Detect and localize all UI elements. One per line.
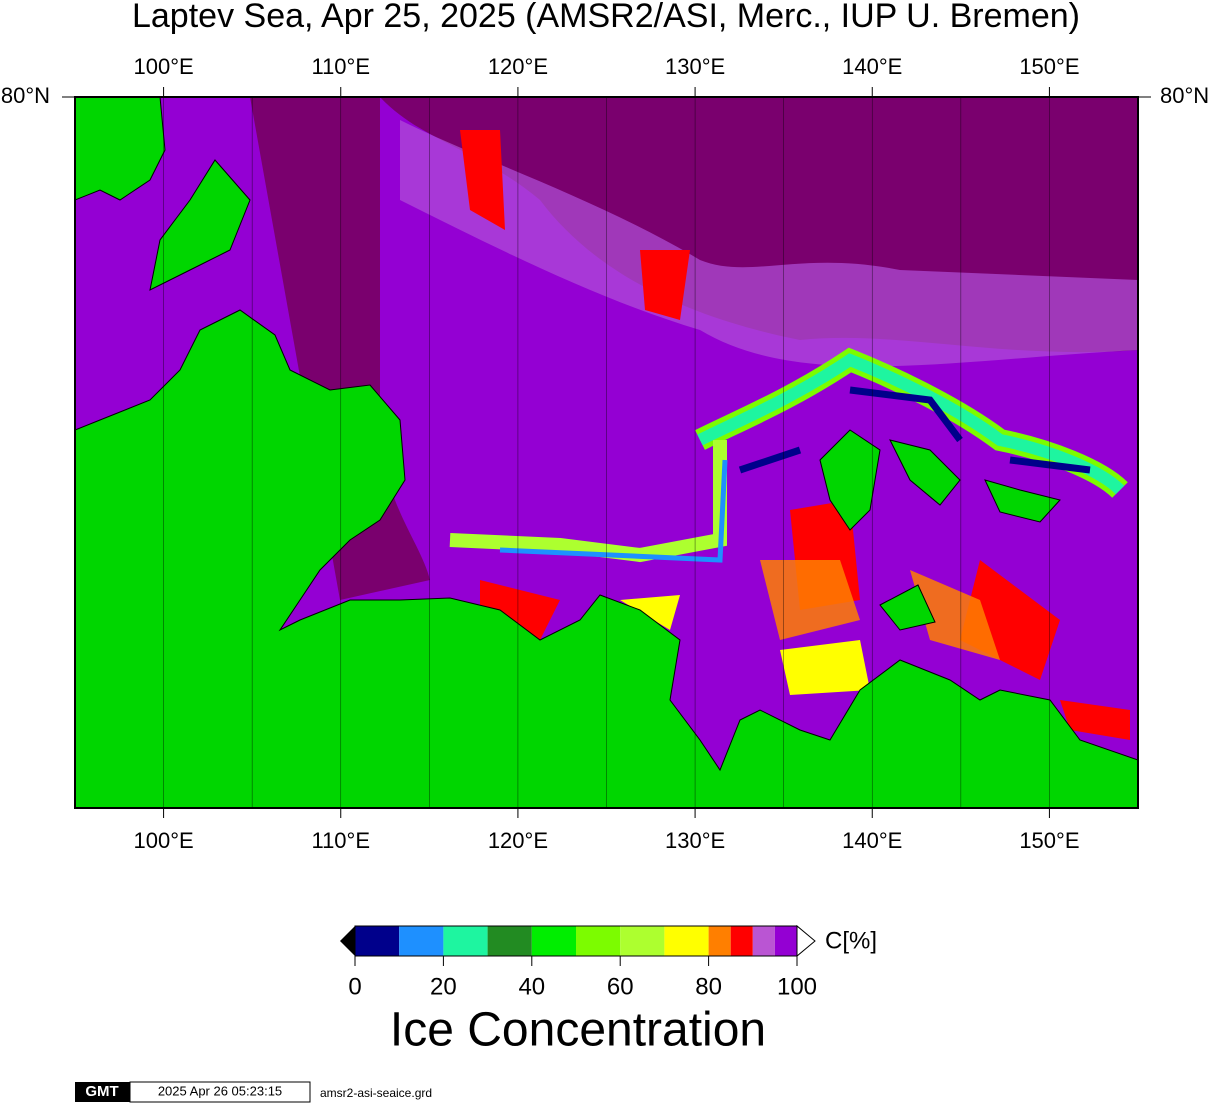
timestamp-box (129, 1081, 311, 1103)
colorbar-segment (531, 926, 576, 956)
colorbar-segment (399, 926, 444, 956)
ice-front (499, 459, 728, 563)
lat-label: 80°N (1160, 83, 1209, 108)
colorbar-tick-label: 60 (607, 973, 634, 1000)
colorbar-segment (576, 926, 621, 956)
colorbar-segment (774, 926, 797, 956)
colorbar-segment (443, 926, 488, 956)
map-frame (74, 96, 1139, 809)
colorbar-title: Ice Concentration (390, 1004, 766, 1057)
land (984, 479, 1061, 523)
colorbar-tick-label: 100 (777, 973, 817, 1000)
colorbar-tick-label: 80 (695, 973, 722, 1000)
colorbar-tick-label: 40 (518, 973, 545, 1000)
map (75, 97, 1138, 808)
graticule (163, 97, 1050, 808)
ice-patch (760, 560, 1000, 660)
x-tick-label: 110°E (311, 54, 370, 79)
x-tick-label: 130°E (665, 54, 725, 79)
colorbar-segment (355, 926, 400, 956)
x-tick-label: 100°E (133, 54, 193, 79)
timestamp: 2025 Apr 26 05:23:15 (158, 1083, 282, 1098)
colorbar-segment (664, 926, 709, 956)
ice-patch (620, 595, 870, 695)
ice-front (738, 386, 1091, 474)
colorbar-tick-label: 0 (348, 973, 361, 1000)
x-tick-label: 140°E (842, 54, 902, 79)
colorbar-segment (708, 926, 731, 956)
x-tick-label: 140°E (842, 828, 902, 853)
file-name: amsr2-asi-seaice.grd (320, 1086, 432, 1100)
land (889, 439, 961, 506)
lat-label: 80°N (1, 83, 50, 108)
x-tick-label: 110°E (311, 828, 370, 853)
x-tick-label: 120°E (488, 54, 548, 79)
colorbar-segment (752, 926, 775, 956)
land (879, 584, 936, 631)
x-tick-label: 100°E (133, 828, 193, 853)
land (819, 429, 881, 531)
x-tick-label: 130°E (665, 828, 725, 853)
colorbar-tick-label: 20 (430, 973, 457, 1000)
colorbar-segment (620, 926, 665, 956)
colorbar (355, 926, 797, 956)
colorbar-under (340, 926, 355, 956)
logo: GMT (85, 1083, 118, 1100)
ice-texture (400, 120, 1138, 367)
x-tick-label: 150°E (1019, 54, 1079, 79)
x-tick-label: 150°E (1019, 828, 1079, 853)
ice-front (697, 353, 1125, 495)
colorbar-over (796, 924, 816, 958)
x-tick-label: 120°E (488, 828, 548, 853)
colorbar-segment (730, 926, 753, 956)
colorbar-label: C[%] (825, 927, 877, 954)
logo-box (75, 1082, 130, 1102)
land (75, 97, 166, 201)
title: Laptev Sea, Apr 25, 2025 (AMSR2/ASI, Mer… (132, 0, 1080, 35)
land (149, 159, 251, 291)
colorbar-frame (354, 925, 798, 957)
colorbar-segment (487, 926, 532, 956)
